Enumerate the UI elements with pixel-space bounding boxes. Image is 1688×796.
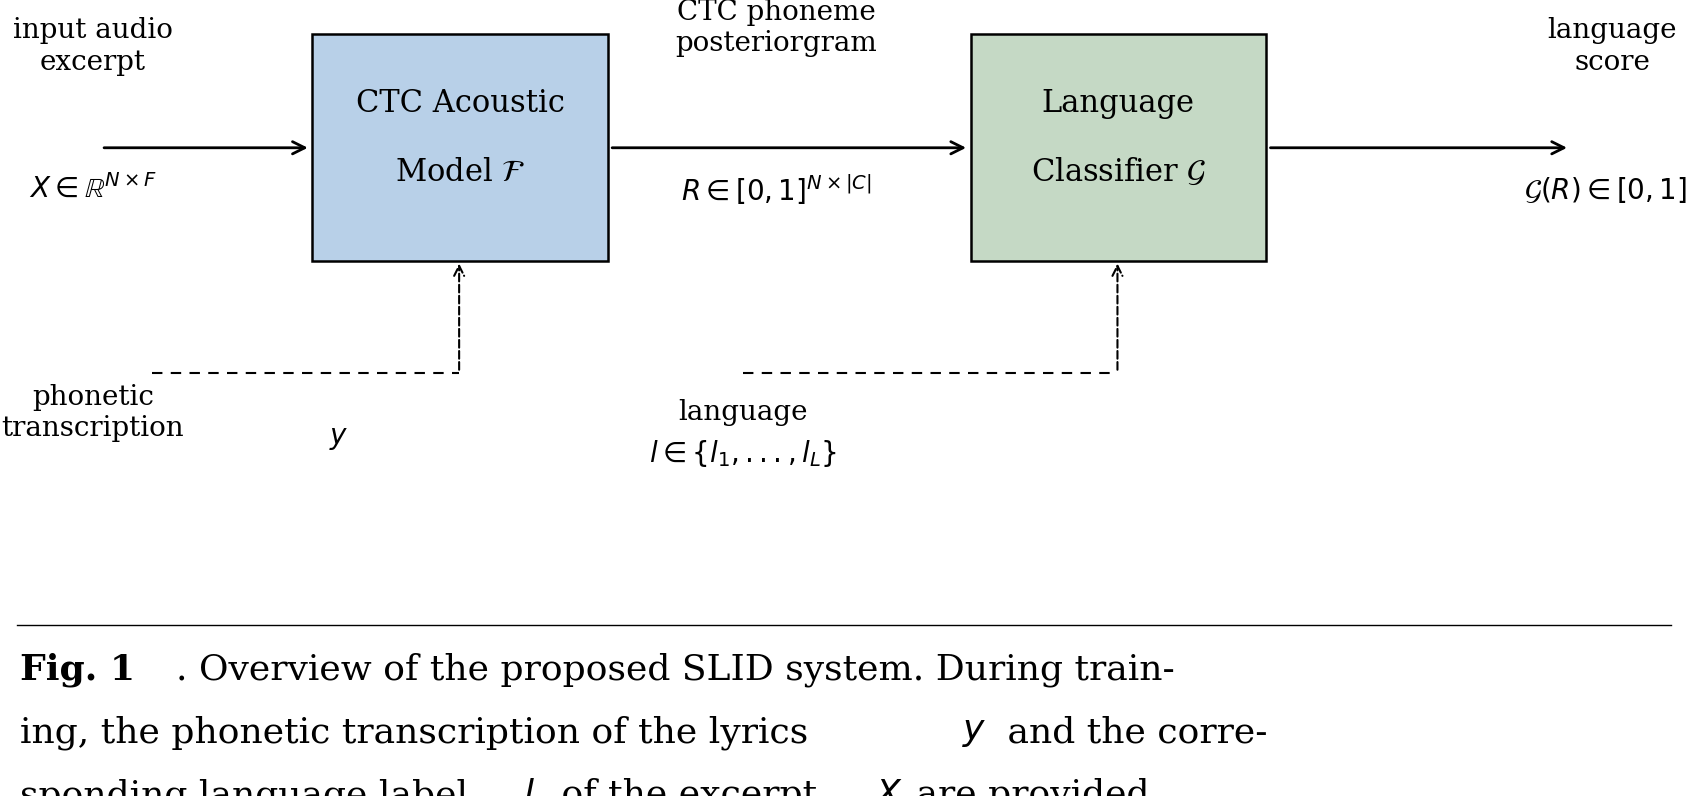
Text: and the corre-: and the corre- <box>996 716 1268 750</box>
Text: Fig. 1: Fig. 1 <box>20 653 135 687</box>
Bar <box>312 34 608 261</box>
Text: $y$: $y$ <box>962 716 987 750</box>
Text: CTC Acoustic: CTC Acoustic <box>356 88 564 119</box>
Text: $l\in\{l_1,...,l_L\}$: $l\in\{l_1,...,l_L\}$ <box>648 438 837 469</box>
Text: $X\in\mathbb{R}^{N\times F}$: $X\in\mathbb{R}^{N\times F}$ <box>29 175 157 204</box>
Bar <box>971 34 1266 261</box>
Text: language: language <box>679 400 807 427</box>
Text: $R\in[0,1]^{N\times|C|}$: $R\in[0,1]^{N\times|C|}$ <box>682 172 871 207</box>
Text: . Overview of the proposed SLID system. During train-: . Overview of the proposed SLID system. … <box>176 653 1175 687</box>
Text: of the excerpt: of the excerpt <box>550 778 829 796</box>
Text: Classifier $\mathcal{G}$: Classifier $\mathcal{G}$ <box>1031 157 1205 188</box>
Text: $X$: $X$ <box>874 778 903 796</box>
Text: $l$: $l$ <box>523 778 535 796</box>
Text: Model $\mathcal{F}$: Model $\mathcal{F}$ <box>395 157 525 188</box>
Text: input audio
excerpt: input audio excerpt <box>14 18 172 76</box>
Text: ing, the phonetic transcription of the lyrics: ing, the phonetic transcription of the l… <box>20 716 820 750</box>
Text: sponding language label: sponding language label <box>20 778 479 796</box>
Text: language
score: language score <box>1548 18 1676 76</box>
Text: phonetic
transcription: phonetic transcription <box>2 384 184 442</box>
Text: Language: Language <box>1041 88 1195 119</box>
Text: CTC phoneme
posteriorgram: CTC phoneme posteriorgram <box>675 0 878 57</box>
Text: $\mathcal{G}(R)\in[0,1]^L$: $\mathcal{G}(R)\in[0,1]^L$ <box>1524 173 1688 206</box>
Text: $y$: $y$ <box>329 423 349 451</box>
Text: are provided.: are provided. <box>905 778 1161 796</box>
